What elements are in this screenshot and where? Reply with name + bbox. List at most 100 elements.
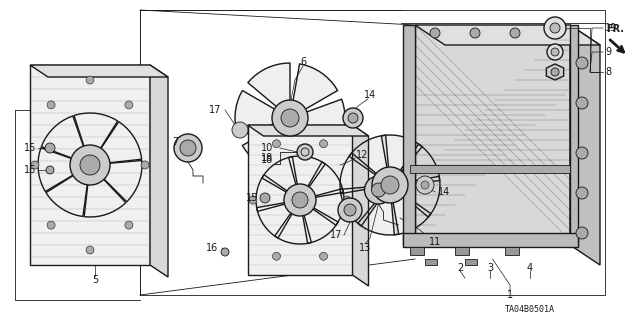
Circle shape [125,221,133,229]
Text: 18: 18 [260,153,273,163]
Polygon shape [289,156,325,189]
Text: 18: 18 [260,155,273,165]
Polygon shape [353,125,369,286]
Text: 9: 9 [605,47,611,57]
Text: 14: 14 [438,187,451,197]
Polygon shape [275,211,312,244]
Circle shape [421,181,429,189]
Polygon shape [399,144,440,184]
Circle shape [319,252,328,260]
Polygon shape [84,178,126,217]
Text: 17: 17 [330,230,342,240]
Text: 16: 16 [24,165,36,175]
Circle shape [180,140,196,156]
Circle shape [80,155,100,175]
Polygon shape [290,128,332,173]
Bar [30,65,150,265]
Polygon shape [292,64,338,110]
Text: 3: 3 [487,263,493,273]
Circle shape [338,198,362,222]
Polygon shape [46,174,88,217]
Bar [570,25,578,245]
Polygon shape [307,162,343,197]
Circle shape [510,28,520,38]
Polygon shape [340,153,378,194]
Circle shape [31,161,39,169]
Circle shape [125,101,133,109]
Polygon shape [392,194,431,235]
Circle shape [343,196,351,204]
Text: FR.: FR. [606,24,624,34]
Polygon shape [312,189,344,225]
Text: 10: 10 [260,143,273,153]
Text: 12: 12 [356,150,368,160]
Circle shape [70,145,110,185]
Circle shape [297,144,313,160]
Circle shape [273,252,280,260]
Text: 2: 2 [457,263,463,273]
Text: 13: 13 [359,243,371,253]
Polygon shape [74,113,118,150]
Bar [410,247,424,255]
Circle shape [551,68,559,76]
Bar [425,259,437,265]
Polygon shape [340,186,381,226]
Circle shape [86,76,94,84]
Circle shape [371,183,385,197]
Circle shape [348,113,358,123]
Text: 16: 16 [205,243,218,253]
Circle shape [576,147,588,159]
Polygon shape [248,125,369,136]
Circle shape [430,28,440,38]
Circle shape [273,140,280,148]
Bar [505,247,519,255]
Polygon shape [235,91,277,137]
Bar [248,125,353,275]
Circle shape [174,134,202,162]
Polygon shape [547,64,564,80]
Circle shape [141,161,149,169]
Text: 19: 19 [605,23,617,33]
Circle shape [232,122,248,138]
Circle shape [272,100,308,136]
Circle shape [576,187,588,199]
Polygon shape [256,175,289,211]
Bar [465,259,477,265]
Circle shape [550,28,560,38]
Circle shape [547,44,563,60]
Text: 15: 15 [246,193,258,203]
Circle shape [221,248,229,256]
Circle shape [381,176,399,194]
Polygon shape [349,135,388,176]
Circle shape [319,140,328,148]
Polygon shape [30,65,168,77]
Circle shape [576,227,588,239]
Polygon shape [42,116,84,159]
Bar [403,25,415,245]
Polygon shape [262,157,298,193]
Text: 17: 17 [209,105,221,115]
Circle shape [550,23,560,33]
Circle shape [284,184,316,216]
Text: 15: 15 [24,143,36,153]
Polygon shape [415,25,600,45]
Text: TA04B0501A: TA04B0501A [505,306,555,315]
Polygon shape [243,125,287,172]
Circle shape [292,192,308,208]
Circle shape [551,48,559,56]
Polygon shape [358,197,399,235]
Circle shape [249,196,257,204]
Bar [415,25,570,245]
Polygon shape [257,203,293,238]
Text: 1: 1 [507,290,513,300]
Polygon shape [38,148,74,191]
Circle shape [576,97,588,109]
Polygon shape [381,135,422,173]
Text: 7: 7 [172,137,178,147]
Text: 11: 11 [429,237,441,247]
Circle shape [470,28,480,38]
Circle shape [365,176,392,204]
Text: 14: 14 [364,90,376,100]
Circle shape [416,176,434,194]
Polygon shape [103,160,142,202]
